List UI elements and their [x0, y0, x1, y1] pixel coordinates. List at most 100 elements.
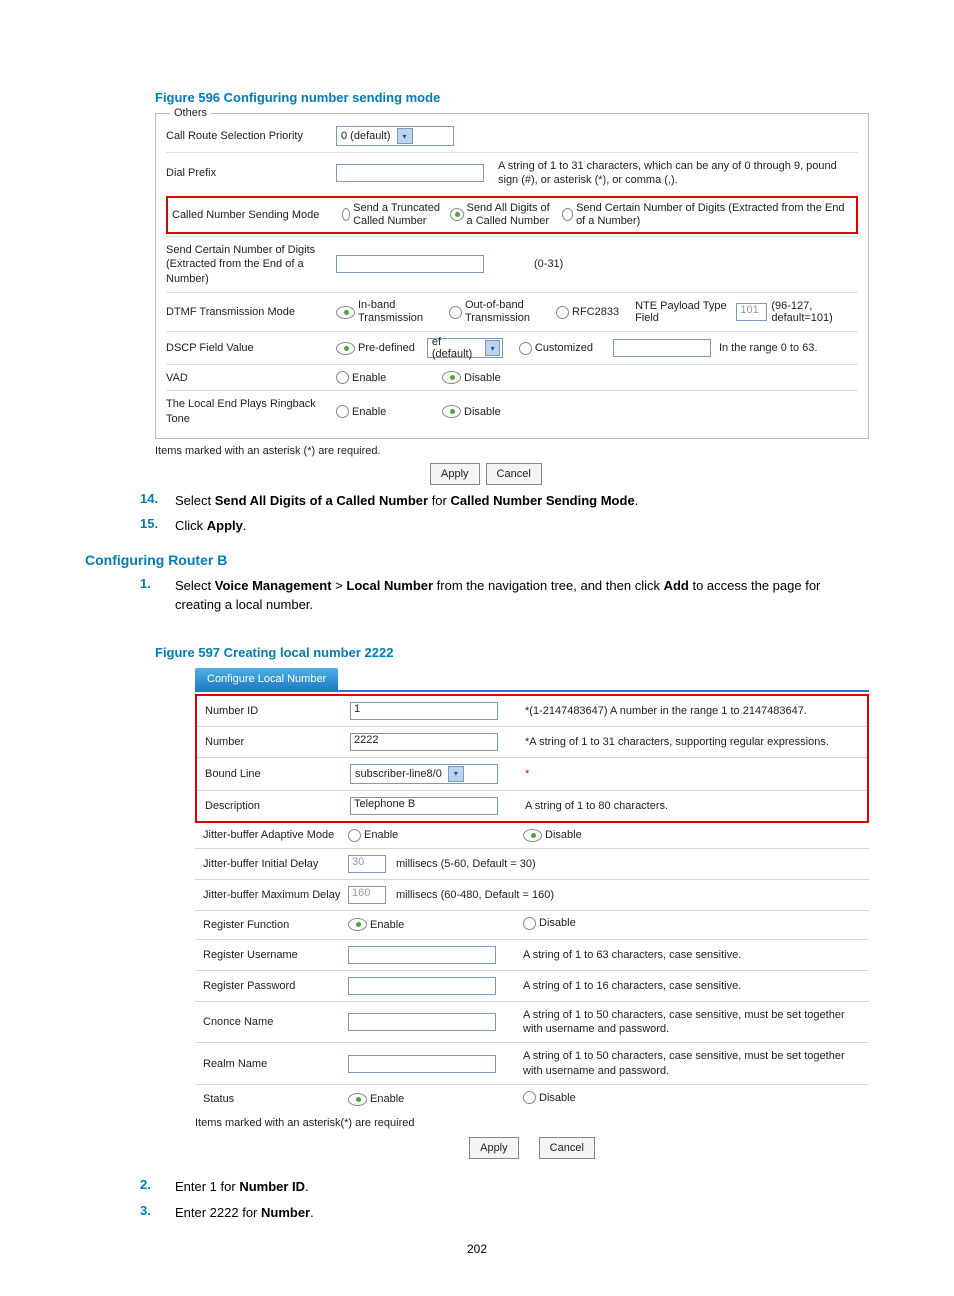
- radio-selected-icon: [336, 306, 355, 319]
- vad-disable-radio[interactable]: Disable: [442, 371, 501, 384]
- number-id-help: *(1-2147483647) A number in the range 1 …: [515, 705, 859, 717]
- call-route-select[interactable]: 0 (default) ▾: [336, 126, 454, 146]
- radio-selected-icon: [523, 829, 542, 842]
- radio-selected-icon: [348, 918, 367, 931]
- send-all-digits-radio[interactable]: Send All Digits of a Called Number: [450, 202, 557, 228]
- jba-enable-radio[interactable]: Enable: [348, 829, 398, 842]
- bound-line-value: subscriber-line8/0: [355, 768, 442, 780]
- dscp-customized-label: Customized: [535, 342, 593, 354]
- ringback-enable-radio[interactable]: Enable: [336, 405, 436, 418]
- others-legend: Others: [170, 107, 211, 119]
- number-id-input[interactable]: 1: [350, 702, 498, 720]
- figure-596: Others Call Route Selection Priority 0 (…: [155, 113, 869, 485]
- jbm-input[interactable]: 160: [348, 886, 386, 904]
- regf-enable-radio[interactable]: Enable: [348, 918, 404, 931]
- step-15: 15. Click Apply.: [140, 516, 869, 536]
- jbm-help: millisecs (60-480, Default = 160): [396, 889, 554, 901]
- regu-label: Register Username: [203, 949, 348, 961]
- number-help: *A string of 1 to 31 characters, support…: [515, 736, 859, 748]
- cancel-button[interactable]: Cancel: [539, 1137, 595, 1159]
- jba-label: Jitter-buffer Adaptive Mode: [203, 829, 348, 841]
- radio-unselected-icon: [336, 371, 349, 384]
- number-label: Number: [205, 736, 350, 748]
- radio-selected-icon: [442, 371, 461, 384]
- regu-input[interactable]: [348, 946, 496, 964]
- send-certain-radio[interactable]: Send Certain Number of Digits (Extracted…: [562, 202, 846, 228]
- apply-button[interactable]: Apply: [469, 1137, 519, 1159]
- radio-unselected-icon: [348, 829, 361, 842]
- dscp-help: In the range 0 to 63.: [719, 342, 817, 354]
- dscp-custom-input[interactable]: [613, 339, 711, 357]
- figure-597-caption: Figure 597 Creating local number 2222: [155, 645, 869, 660]
- call-route-value: 0 (default): [341, 130, 391, 142]
- regf-label: Register Function: [203, 919, 348, 931]
- ringback-disable-radio[interactable]: Disable: [442, 405, 501, 418]
- regp-label: Register Password: [203, 980, 348, 992]
- dscp-predefined-label: Pre-defined: [358, 342, 415, 354]
- configure-local-number-tab[interactable]: Configure Local Number: [195, 668, 338, 690]
- call-route-label: Call Route Selection Priority: [166, 130, 336, 142]
- regp-help: A string of 1 to 16 characters, case sen…: [513, 980, 861, 992]
- cnonce-help: A string of 1 to 50 characters, case sen…: [513, 1008, 861, 1037]
- radio-unselected-icon: [336, 405, 349, 418]
- jbi-input[interactable]: 30: [348, 855, 386, 873]
- cancel-button[interactable]: Cancel: [486, 463, 542, 485]
- apply-button[interactable]: Apply: [430, 463, 480, 485]
- step-14: 14. Select Send All Digits of a Called N…: [140, 491, 869, 511]
- dtmf-outofband-radio[interactable]: Out-of-band Transmission: [449, 299, 550, 325]
- dtmf-rfc2833-label: RFC2833: [572, 306, 619, 318]
- send-all-digits-label: Send All Digits of a Called Number: [467, 202, 557, 228]
- status-enable-radio[interactable]: Enable: [348, 1093, 404, 1106]
- number-input[interactable]: 2222: [350, 733, 498, 751]
- regf-disable-radio[interactable]: Disable: [523, 917, 576, 930]
- radio-unselected-icon: [342, 208, 350, 221]
- radio-unselected-icon: [523, 917, 536, 930]
- dial-prefix-input[interactable]: [336, 164, 484, 182]
- status-label: Status: [203, 1093, 348, 1105]
- bound-line-select[interactable]: subscriber-line8/0 ▾: [350, 764, 498, 784]
- configuring-router-b-heading: Configuring Router B: [85, 552, 869, 568]
- vad-enable-label: Enable: [352, 372, 386, 384]
- realm-input[interactable]: [348, 1055, 496, 1073]
- dscp-select[interactable]: ef (default) ▾: [427, 338, 503, 358]
- extract-range: (0-31): [534, 258, 563, 270]
- regp-input[interactable]: [348, 977, 496, 995]
- local-number-highlight: Number ID 1 *(1-2147483647) A number in …: [195, 694, 869, 823]
- description-input[interactable]: Telephone B: [350, 797, 498, 815]
- called-number-label: Called Number Sending Mode: [172, 209, 342, 221]
- dscp-customized-radio[interactable]: Customized: [519, 342, 593, 355]
- required-note: Items marked with an asterisk(*) are req…: [195, 1117, 869, 1129]
- send-truncated-radio[interactable]: Send a Truncated Called Number: [342, 202, 444, 228]
- realm-label: Realm Name: [203, 1058, 348, 1070]
- jba-disable-radio[interactable]: Disable: [523, 829, 582, 842]
- vad-enable-radio[interactable]: Enable: [336, 371, 436, 384]
- cnonce-input[interactable]: [348, 1013, 496, 1031]
- radio-unselected-icon: [519, 342, 532, 355]
- step-15-number: 15.: [140, 516, 175, 536]
- radio-unselected-icon: [556, 306, 569, 319]
- dtmf-outofband-label: Out-of-band Transmission: [465, 299, 550, 325]
- status-disable-radio[interactable]: Disable: [523, 1091, 576, 1104]
- chevron-down-icon: ▾: [397, 128, 413, 144]
- dscp-predefined-radio[interactable]: Pre-defined: [336, 342, 415, 355]
- radio-selected-icon: [450, 208, 464, 221]
- send-truncated-label: Send a Truncated Called Number: [353, 202, 444, 228]
- step-2: 2. Enter 1 for Number ID.: [140, 1177, 869, 1197]
- description-help: A string of 1 to 80 characters.: [515, 800, 859, 812]
- send-certain-label: Send Certain Number of Digits (Extracted…: [576, 202, 846, 228]
- realm-help: A string of 1 to 50 characters, case sen…: [513, 1049, 861, 1078]
- radio-unselected-icon: [562, 208, 573, 221]
- cnonce-label: Cnonce Name: [203, 1016, 348, 1028]
- ringback-label: The Local End Plays Ringback Tone: [166, 397, 336, 426]
- vad-disable-label: Disable: [464, 372, 501, 384]
- dtmf-rfc2833-radio[interactable]: RFC2833: [556, 306, 619, 319]
- radio-selected-icon: [336, 342, 355, 355]
- bound-line-help: *: [515, 768, 859, 780]
- radio-selected-icon: [348, 1093, 367, 1106]
- nte-input[interactable]: 101: [736, 303, 767, 321]
- jbi-label: Jitter-buffer Initial Delay: [203, 858, 348, 870]
- dtmf-inband-radio[interactable]: In-band Transmission: [336, 299, 443, 325]
- extract-input[interactable]: [336, 255, 484, 273]
- step-3: 3. Enter 2222 for Number.: [140, 1203, 869, 1223]
- ringback-disable-label: Disable: [464, 406, 501, 418]
